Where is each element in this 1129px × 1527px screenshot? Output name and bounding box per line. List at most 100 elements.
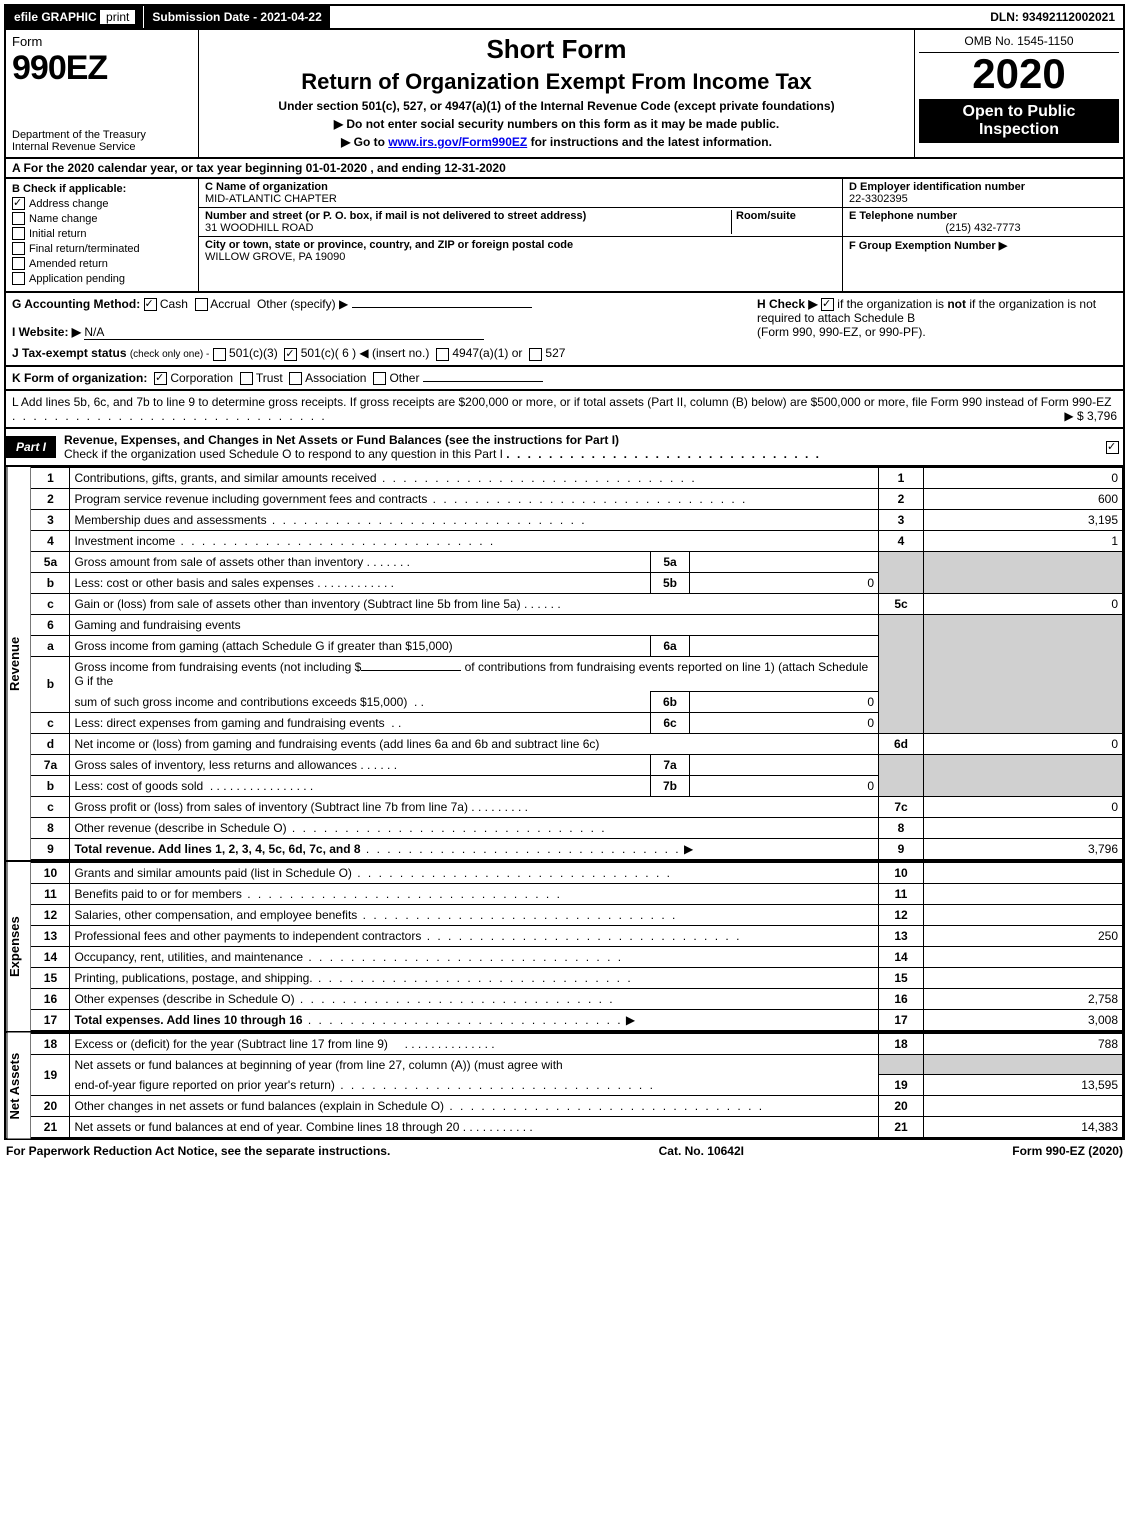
l14-amt [924, 946, 1123, 967]
pending-label: Application pending [29, 273, 125, 285]
l9-amt: 3,796 [924, 838, 1123, 859]
chk-corp[interactable] [154, 372, 167, 385]
footer-mid: Cat. No. 10642I [659, 1144, 744, 1158]
k-label: K Form of organization: [12, 371, 147, 385]
chk-schedule-o[interactable] [1106, 441, 1119, 454]
chk-527[interactable] [529, 348, 542, 361]
chk-name-change[interactable] [12, 212, 25, 225]
city-label: City or town, state or province, country… [205, 239, 836, 251]
org-name: MID-ATLANTIC CHAPTER [205, 193, 836, 205]
l7b-desc: Less: cost of goods sold [74, 779, 203, 793]
h-not: not [947, 297, 966, 311]
line-3: 3Membership dues and assessments33,195 [31, 509, 1123, 530]
part1-header: Part I Revenue, Expenses, and Changes in… [4, 429, 1125, 467]
l9-desc: Total revenue. Add lines 1, 2, 3, 4, 5c,… [74, 842, 360, 856]
l6a-desc: Gross income from gaming (attach Schedul… [70, 635, 651, 656]
l6b-blank[interactable] [361, 670, 461, 671]
l16-amt: 2,758 [924, 988, 1123, 1009]
line-7a: 7aGross sales of inventory, less returns… [31, 754, 1123, 775]
j-501c: 501(c)( 6 ) ◀ (insert no.) [301, 346, 430, 360]
other-label: Other (specify) ▶ [257, 297, 348, 311]
goto-pre: ▶ Go to [341, 135, 388, 149]
line-2: 2Program service revenue including gover… [31, 488, 1123, 509]
netassets-section: Net Assets 18Excess or (deficit) for the… [4, 1033, 1125, 1141]
accrual-label: Accrual [210, 297, 250, 311]
l-amount: ▶ $ 3,796 [1064, 409, 1117, 423]
l6b-val: 0 [690, 691, 879, 712]
goto-post: for instructions and the latest informat… [531, 135, 772, 149]
chk-initial[interactable] [12, 227, 25, 240]
open-public: Open to Public Inspection [919, 99, 1119, 143]
irs-label: Internal Revenue Service [12, 141, 136, 153]
chk-other-org[interactable] [373, 372, 386, 385]
irs-link[interactable]: www.irs.gov/Form990EZ [388, 135, 527, 149]
chk-final[interactable] [12, 242, 25, 255]
l2-desc: Program service revenue including govern… [74, 492, 427, 506]
street-label: Number and street (or P. O. box, if mail… [205, 210, 731, 222]
k-other-input[interactable] [423, 381, 543, 382]
chk-h[interactable] [821, 298, 834, 311]
line-21: 21Net assets or fund balances at end of … [31, 1117, 1123, 1138]
part1-title: Revenue, Expenses, and Changes in Net As… [64, 433, 619, 447]
l11-amt [924, 883, 1123, 904]
row-k: K Form of organization: Corporation Trus… [4, 367, 1125, 391]
l6-desc: Gaming and fundraising events [70, 614, 879, 635]
l1-desc: Contributions, gifts, grants, and simila… [74, 471, 376, 485]
l5a-desc: Gross amount from sale of assets other t… [74, 555, 363, 569]
line-15: 15Printing, publications, postage, and s… [31, 967, 1123, 988]
chk-501c3[interactable] [213, 348, 226, 361]
chk-assoc[interactable] [289, 372, 302, 385]
part1-check-line: Check if the organization used Schedule … [64, 447, 503, 461]
footer-left: For Paperwork Reduction Act Notice, see … [6, 1144, 390, 1158]
org-name-label: C Name of organization [205, 181, 836, 193]
website-value: N/A [84, 325, 484, 340]
l19-amt: 13,595 [924, 1075, 1123, 1096]
expenses-section: Expenses 10Grants and similar amounts pa… [4, 862, 1125, 1033]
chk-trust[interactable] [240, 372, 253, 385]
l5b-desc: Less: cost or other basis and sales expe… [74, 576, 313, 590]
l19-desc2: end-of-year figure reported on prior yea… [74, 1078, 334, 1092]
other-specify-input[interactable] [352, 307, 532, 308]
goto-line: ▶ Go to www.irs.gov/Form990EZ for instru… [207, 135, 906, 149]
website-label: I Website: ▶ [12, 325, 81, 339]
line-1: 1Contributions, gifts, grants, and simil… [31, 467, 1123, 488]
initial-return-label: Initial return [29, 228, 86, 240]
l8-amt [924, 817, 1123, 838]
top-bar: efile GRAPHIC print Submission Date - 20… [4, 4, 1125, 28]
row-g: G Accounting Method: Cash Accrual Other … [12, 297, 747, 311]
line-14: 14Occupancy, rent, utilities, and mainte… [31, 946, 1123, 967]
l-text: L Add lines 5b, 6c, and 7b to line 9 to … [12, 395, 1111, 409]
efile-text: efile GRAPHIC [14, 10, 97, 24]
header-right: OMB No. 1545-1150 2020 Open to Public In… [914, 30, 1123, 157]
l8-desc: Other revenue (describe in Schedule O) [74, 821, 286, 835]
k-corp: Corporation [170, 371, 233, 385]
h-sub: (Form 990, 990-EZ, or 990-PF). [757, 325, 1117, 339]
amended-label: Amended return [29, 258, 108, 270]
chk-4947[interactable] [436, 348, 449, 361]
department: Department of the Treasury Internal Reve… [12, 129, 192, 153]
netassets-table: 18Excess or (deficit) for the year (Subt… [30, 1033, 1123, 1139]
l7c-desc: Gross profit or (loss) from sales of inv… [74, 800, 467, 814]
line-17: 17Total expenses. Add lines 10 through 1… [31, 1009, 1123, 1030]
chk-addr-change[interactable] [12, 197, 25, 210]
l15-desc: Printing, publications, postage, and shi… [74, 971, 312, 985]
chk-accrual[interactable] [195, 298, 208, 311]
l5b-val: 0 [690, 572, 879, 593]
l3-desc: Membership dues and assessments [74, 513, 266, 527]
l14-desc: Occupancy, rent, utilities, and maintena… [74, 950, 303, 964]
sidebar-revenue: Revenue [6, 467, 30, 860]
short-form-title: Short Form [207, 34, 906, 65]
l4-amt: 1 [924, 530, 1123, 551]
page-footer: For Paperwork Reduction Act Notice, see … [4, 1140, 1125, 1162]
line-5a: 5aGross amount from sale of assets other… [31, 551, 1123, 572]
chk-pending[interactable] [12, 272, 25, 285]
chk-cash[interactable] [144, 298, 157, 311]
chk-501c[interactable] [284, 348, 297, 361]
l10-amt [924, 862, 1123, 883]
line-19-1: 19Net assets or fund balances at beginni… [31, 1054, 1123, 1075]
l12-amt [924, 904, 1123, 925]
l6c-desc: Less: direct expenses from gaming and fu… [74, 716, 384, 730]
l11-desc: Benefits paid to or for members [74, 887, 241, 901]
room-label: Room/suite [736, 210, 836, 222]
chk-amended[interactable] [12, 257, 25, 270]
